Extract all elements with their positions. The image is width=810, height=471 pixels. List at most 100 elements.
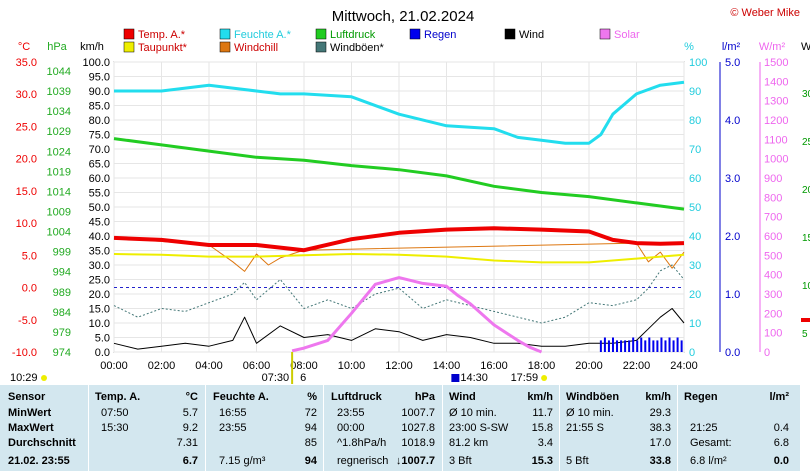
table-header: Regen [684, 391, 718, 403]
axis-tick-label: 0.0 [22, 283, 37, 295]
cell-value: 1007.7 [401, 407, 435, 419]
table-header-unit: % [307, 391, 317, 403]
series-line-luftdruck [113, 137, 685, 211]
axis-tick-label: 75.0 [89, 130, 110, 142]
axis-tick-label: 90 [689, 86, 701, 98]
axis-unit-label: hPa [47, 41, 67, 53]
rain-bar [652, 340, 655, 352]
legend-label: Solar [614, 29, 640, 41]
table-header-unit: °C [185, 391, 198, 403]
legend-label: Windchill [234, 42, 278, 54]
axis-unit-label: °C [18, 41, 30, 53]
axis-tick-label: 45.0 [89, 217, 110, 229]
axis-tick-label: 100 [764, 328, 782, 340]
table-header: Temp. A. [95, 391, 141, 403]
axis-tick-label: 1200 [764, 115, 788, 127]
cell-note: 23:00 S-SW [449, 422, 509, 434]
table-header: Windböen [566, 391, 620, 403]
axis-tick-label: 1400 [764, 76, 788, 88]
rain-bar [603, 337, 606, 352]
cell-note: Ø 10 min. [449, 407, 497, 419]
sun-icon [41, 375, 47, 381]
axis-tick-label: 1300 [764, 96, 788, 108]
cell-value: 9.2 [182, 422, 198, 434]
x-tick-label: 22:00 [623, 360, 651, 372]
axis-tick-label: 70.0 [89, 144, 110, 156]
axis-unit-label: km/h [80, 41, 104, 53]
cell-value: 6.7 [182, 455, 198, 467]
axis-tick-label: 4.0 [725, 115, 740, 127]
axis-tick-label: 5.0 [95, 333, 110, 345]
legend-swatch [123, 28, 135, 40]
axis-tick-label: 90.0 [89, 86, 110, 98]
axis-tick-label: 999 [53, 247, 71, 259]
axis-tick-label: 100 [689, 57, 707, 69]
cell-note: 15:30 [101, 422, 129, 434]
axis-unit-label: % [684, 41, 694, 53]
axis-tick-label: 1014 [47, 186, 71, 198]
cell-value: 7.31 [176, 437, 198, 449]
axis-tick-label: 70 [689, 144, 701, 156]
cell-note: 23:55 [219, 422, 247, 434]
axis-tick-label: 5.0 [725, 57, 740, 69]
legend-swatch [219, 28, 231, 40]
axis-tick-label: 20.0 [16, 154, 37, 166]
axis-tick-label: 0.0 [95, 347, 110, 359]
cell-note: regnerisch [337, 455, 389, 467]
rain-bar [611, 337, 614, 352]
cell-value: 15.8 [531, 422, 553, 434]
series-line-temp-a [113, 226, 685, 253]
axis-tick-label: 25.0 [16, 121, 37, 133]
axis-tick-label: 200 [764, 308, 782, 320]
axis-tick-label: 60.0 [89, 173, 110, 185]
rain-bar [616, 340, 619, 352]
weather-chart: Mittwoch, 21.02.2024 © Weber Mike Temp. … [10, 7, 810, 384]
axis-tick-label: 300 [764, 289, 782, 301]
cell-value: 1018.9 [401, 437, 435, 449]
row-label: Durchschnitt [8, 437, 76, 449]
axis-tick-label: 1009 [47, 207, 71, 219]
rain-bar [620, 340, 623, 352]
axis-tick-label: 0 [764, 347, 770, 359]
column-separator [88, 385, 89, 471]
rain-bar [607, 340, 610, 352]
axis-unit-label: l/m² [722, 41, 741, 53]
axis-unit-label: W [801, 41, 810, 53]
axis-tick-label: 0.0 [725, 347, 740, 359]
legend-swatch [315, 28, 327, 40]
axis-tick-label: 1500 [764, 57, 788, 69]
statistics-table: Sensor Temp. A. °C Feuchte A.% Luftdruck hPa W… [0, 385, 800, 471]
axis-tick-label: 80 [689, 115, 701, 127]
cell-value: 5.7 [182, 407, 198, 419]
x-tick-label: 20:00 [575, 360, 603, 372]
rain-bar [664, 340, 667, 352]
x-tick-label: 02:00 [148, 360, 176, 372]
cell-value: ↓1007.7 [395, 455, 435, 467]
cell-value: 6.8 [773, 437, 789, 449]
axis-tick-label: -5.0 [18, 315, 37, 327]
cell-value: 85 [304, 437, 317, 449]
solar-start-time: 07:30 [262, 372, 290, 384]
axis-tick-label: 800 [764, 192, 782, 204]
axis-tick-label: 900 [764, 173, 782, 185]
legend-swatch [315, 41, 327, 53]
series-line-taupunkt [113, 253, 685, 264]
rain-bar [632, 337, 635, 352]
x-tick-label: 08:00 [290, 360, 318, 372]
column-separator [559, 385, 560, 471]
axis-tick-label: 15 [802, 233, 810, 244]
axis-tick-label: 1.0 [725, 289, 740, 301]
cell-note: 21:25 [690, 422, 718, 434]
series-line-windb-en [113, 264, 685, 324]
cell-value: 72 [304, 407, 317, 419]
cell-value: 29.3 [649, 407, 671, 419]
axis-tick-label: 500 [764, 250, 782, 262]
axis-tick-label: 1044 [47, 66, 71, 78]
axis-tick-label: 700 [764, 212, 782, 224]
axis-tick-label: 20 [689, 289, 701, 301]
axis-tick-label: 2.0 [725, 231, 740, 243]
axis-tick-label: 35.0 [89, 246, 110, 258]
rain-bar [644, 340, 647, 352]
cell-note: 00:00 [337, 422, 365, 434]
table-header: Wind [449, 391, 476, 403]
